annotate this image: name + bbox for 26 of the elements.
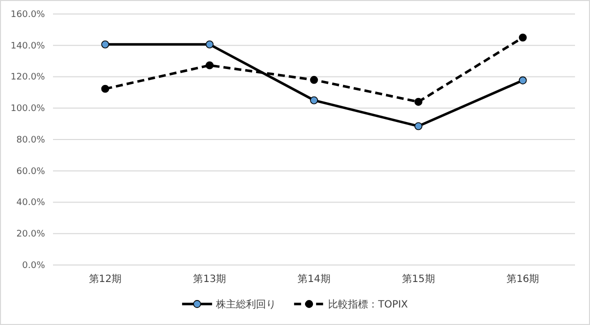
- x-tick-label: 第15期: [402, 273, 435, 286]
- y-tick-label: 140.0%: [10, 41, 46, 52]
- point: [518, 34, 527, 42]
- point: [518, 76, 527, 84]
- y-tick-label: 160.0%: [10, 10, 46, 20]
- y-tick-label: 40.0%: [16, 198, 46, 208]
- y-tick-label: 120.0%: [10, 72, 46, 83]
- x-tick-label: 第16期: [506, 273, 540, 286]
- point: [310, 76, 318, 84]
- legend-label: 株主総利回り: [215, 298, 276, 310]
- y-tick-label: 20.0%: [16, 230, 46, 240]
- point: [206, 40, 214, 48]
- x-tick-label: 第12期: [88, 273, 122, 286]
- x-tick-label: 第13期: [193, 273, 226, 286]
- y-tick-label: 0.0%: [22, 260, 46, 271]
- x-tick-label: 第14期: [298, 273, 330, 286]
- point: [414, 122, 422, 130]
- y-tick-label: 60.0%: [16, 166, 46, 177]
- point: [310, 96, 318, 104]
- y-tick-label: 100.0%: [10, 104, 46, 114]
- point: [101, 84, 110, 93]
- point: [414, 98, 422, 106]
- point: [101, 40, 110, 48]
- y-tick-label: 80.0%: [16, 135, 46, 146]
- legend-label: 比較指標：TOPIX: [328, 298, 408, 310]
- point: [206, 61, 214, 70]
